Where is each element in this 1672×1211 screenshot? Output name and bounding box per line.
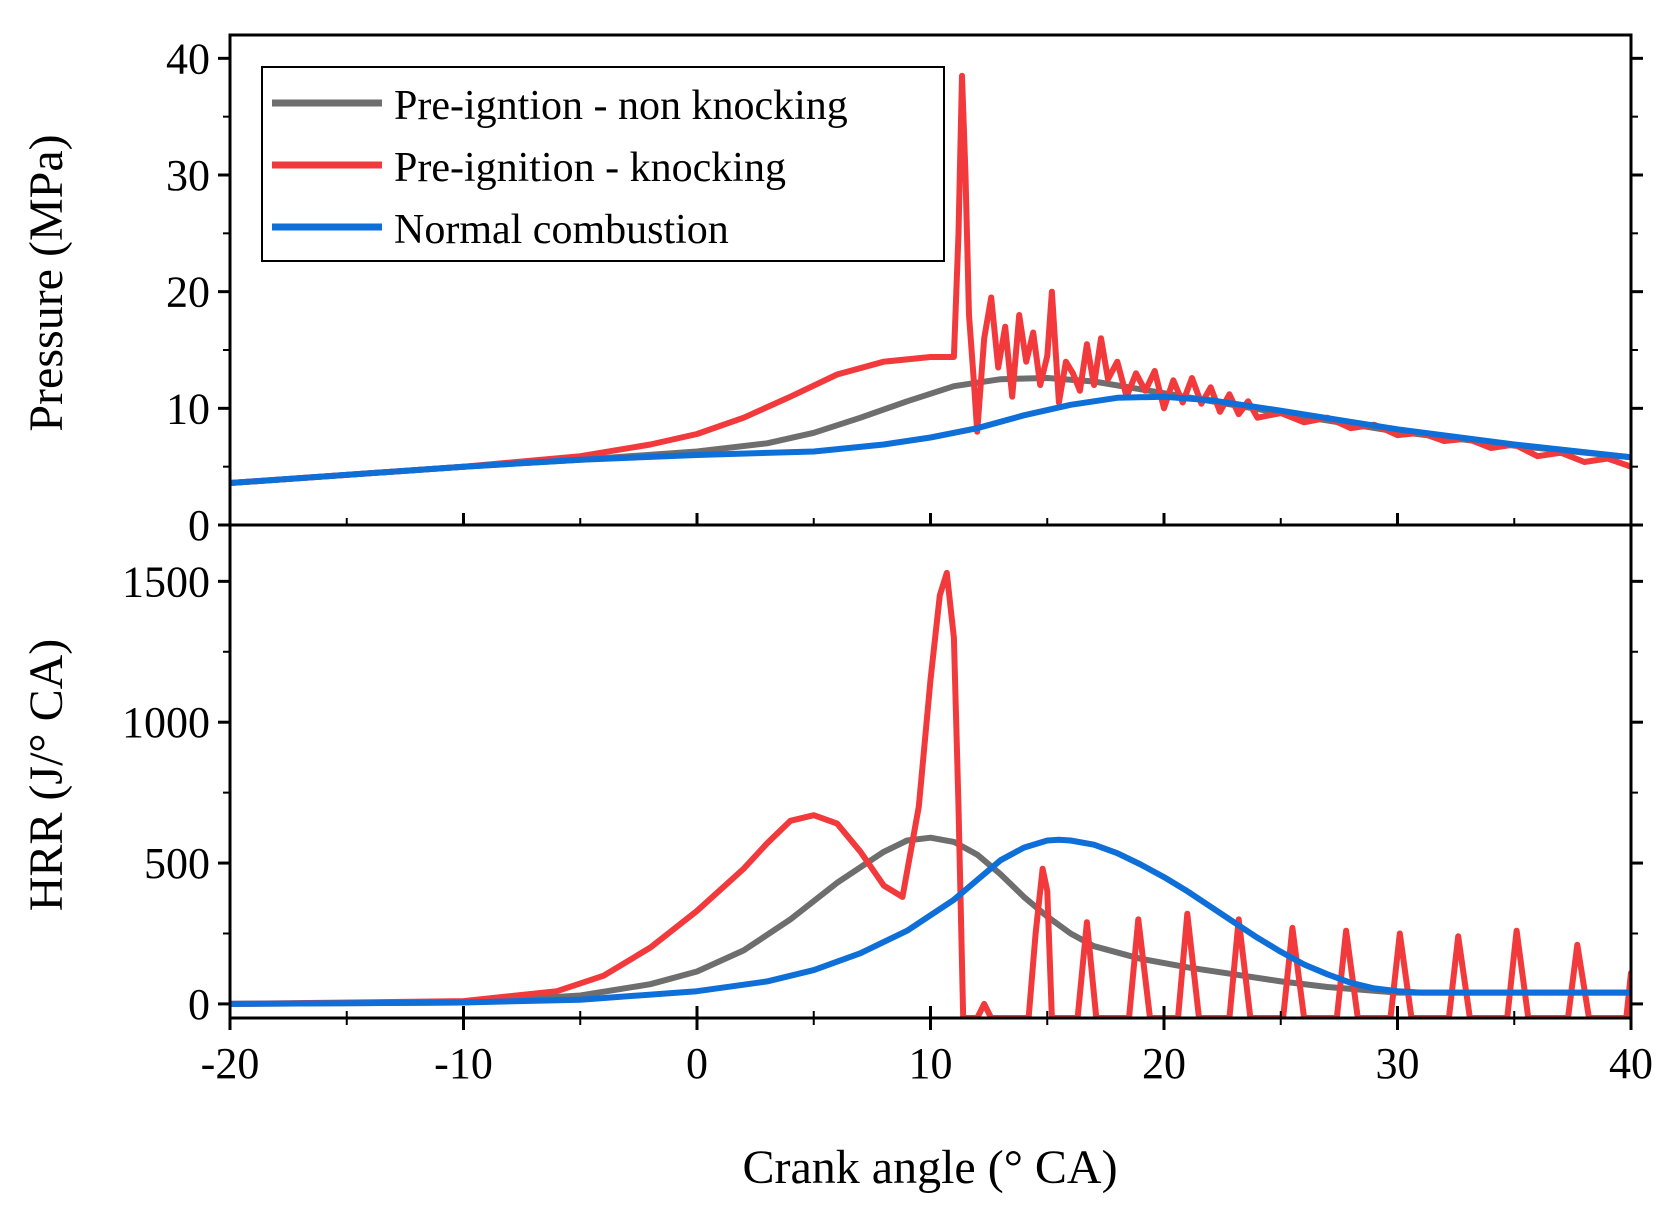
pressure-y-tick-label: 10	[166, 384, 210, 433]
hrr-y-tick-label: 1500	[122, 557, 210, 606]
hrr-y-tick-label: 0	[188, 980, 210, 1029]
pressure-series-normal-line	[230, 393, 1631, 486]
x-tick-label: -20	[201, 1039, 260, 1088]
hrr-series-knocking-line	[230, 569, 1631, 1018]
pressure-y-tick-label: 30	[166, 151, 210, 200]
hrr-series-layer	[230, 569, 1631, 1018]
hrr-series-non-knocking-line	[230, 834, 1631, 1007]
hrr-y-tick-label: 1000	[122, 698, 210, 747]
legend: Pre-igntion - non knocking Pre-ignition …	[261, 66, 945, 262]
axes-ticks: 0 10 20 30 40 0 500 1000 1500 -20 -10 0 10 20 30 40	[122, 34, 1653, 1088]
pressure-series-layer	[230, 72, 1631, 486]
pressure-y-tick-label: 40	[166, 34, 210, 83]
x-axis-title: Crank angle (° CA)	[742, 1141, 1117, 1194]
x-tick-label: 40	[1609, 1039, 1653, 1088]
legend-label-knocking: Pre-ignition - knocking	[394, 145, 786, 191]
pressure-y-tick-label: 0	[188, 501, 210, 550]
hrr-plot-frame	[228, 523, 1633, 1020]
hrr-y-axis-title: HRR (J/° CA)	[20, 639, 73, 912]
legend-label-normal: Normal combustion	[394, 207, 729, 253]
x-tick-label: 30	[1376, 1039, 1420, 1088]
pressure-y-tick-label: 20	[166, 268, 210, 317]
legend-label-non-knocking: Pre-igntion - non knocking	[394, 83, 848, 129]
x-tick-label: 10	[909, 1039, 953, 1088]
x-tick-label: 20	[1142, 1039, 1186, 1088]
hrr-series-normal-line	[230, 836, 1631, 1007]
x-tick-label: 0	[686, 1039, 708, 1088]
pressure-y-axis-title: Pressure (MPa)	[20, 134, 73, 431]
hrr-y-tick-label: 500	[144, 839, 210, 888]
x-tick-label: -10	[434, 1039, 493, 1088]
